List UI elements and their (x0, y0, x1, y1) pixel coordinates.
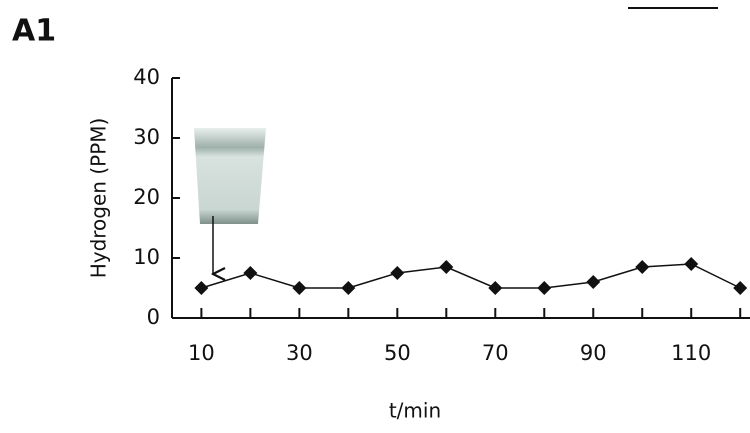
y-tick-label: 20 (133, 185, 160, 209)
y-tick-label: 40 (133, 65, 160, 89)
x-tick-label: 50 (384, 341, 411, 365)
point (684, 257, 698, 271)
point (537, 281, 551, 295)
line (201, 264, 740, 288)
x-tick-label: 90 (580, 341, 607, 365)
y-tick-label: 0 (147, 305, 160, 329)
point (194, 281, 208, 295)
x-tick-label: 10 (188, 341, 215, 365)
point (586, 275, 600, 289)
y-axis-label: Hydrogen (PPM) (87, 118, 111, 279)
point (488, 281, 502, 295)
point (439, 260, 453, 274)
x-tick-label: 70 (482, 341, 509, 365)
x-axis-label: t/min (389, 399, 441, 423)
point (292, 281, 306, 295)
x-tick-label: 110 (671, 341, 711, 365)
glass-image (194, 128, 266, 224)
chart: A1 Hydrogen (PPM) t/min 0 10 20 30 40 10 30 50 7… (0, 0, 750, 433)
point (635, 260, 649, 274)
chart-title: A1 (12, 14, 56, 49)
point (341, 281, 355, 295)
x-tick-label: 30 (286, 341, 313, 365)
point (390, 266, 404, 280)
point (243, 266, 257, 280)
point (733, 281, 747, 295)
y-tick-label: 10 (133, 245, 160, 269)
y-tick-label: 30 (133, 125, 160, 149)
